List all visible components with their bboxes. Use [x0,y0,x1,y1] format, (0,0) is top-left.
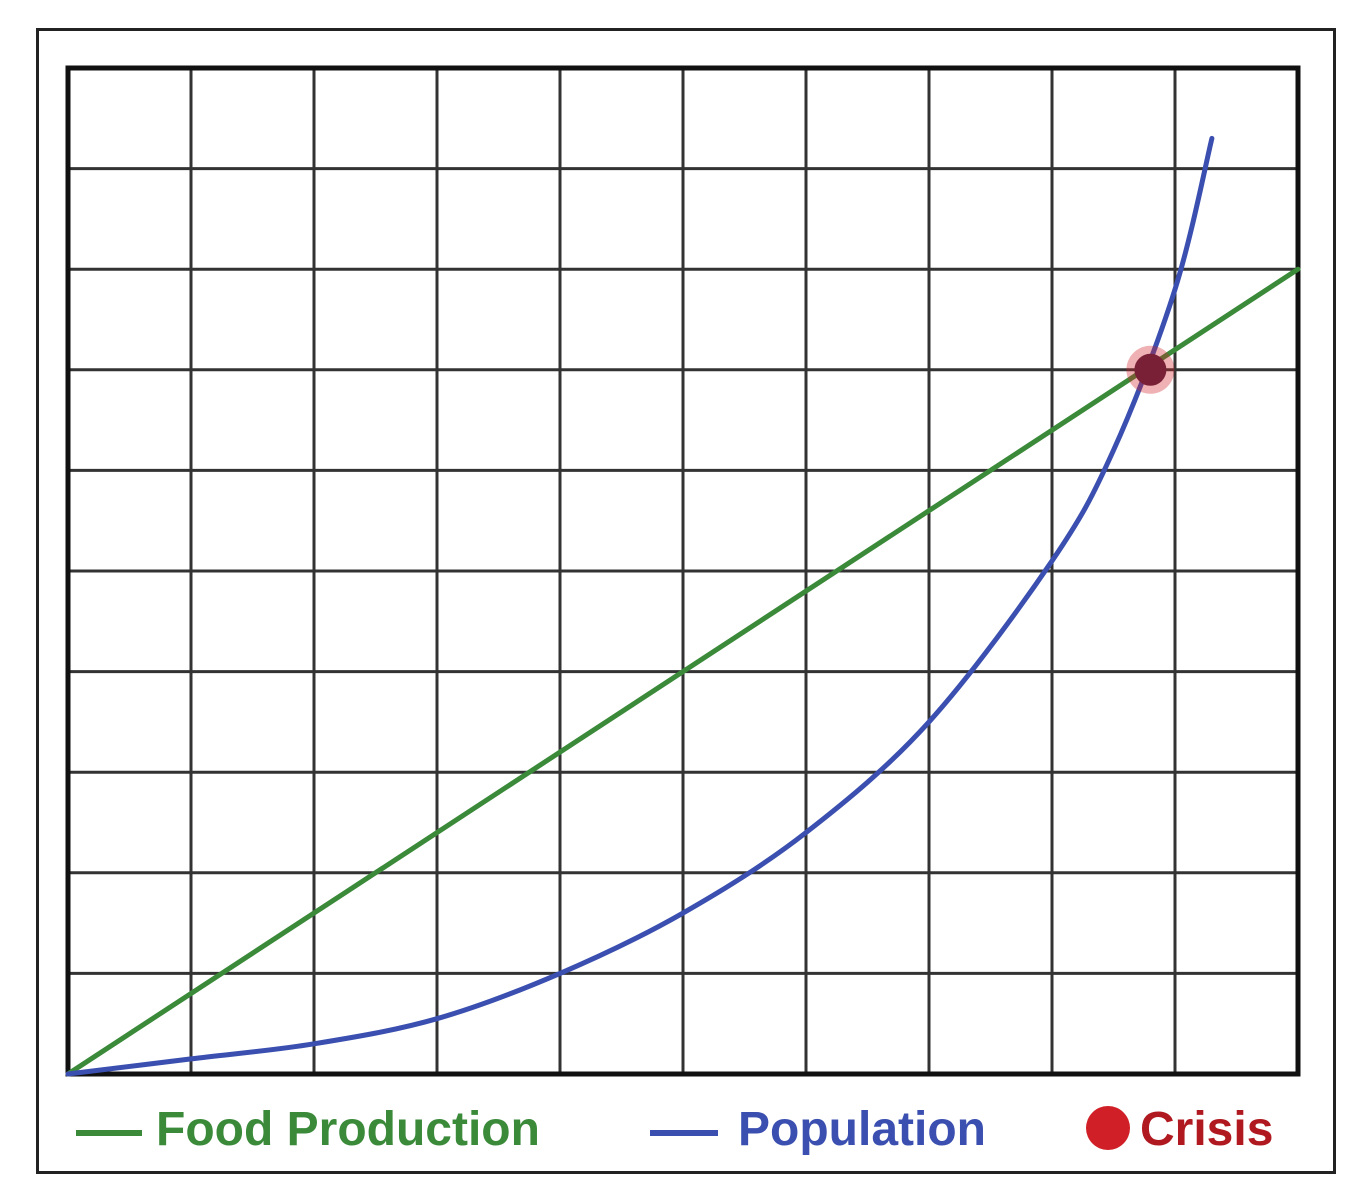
grid [68,68,1298,1074]
point-layer [1126,345,1175,394]
population-line [65,135,1215,1077]
legend: Food Production Population Crisis [76,1103,1273,1156]
legend-food-label: Food Production [156,1103,540,1156]
crisis-point [1134,353,1167,386]
chart-frame [36,28,1336,1174]
legend-crisis-label: Crisis [1140,1103,1273,1156]
series-layer [65,135,1301,1077]
legend-population-label: Population [738,1103,986,1156]
legend-crisis-swatch [1086,1106,1130,1150]
food-production-line [65,266,1301,1077]
plot-border [65,65,1301,1077]
